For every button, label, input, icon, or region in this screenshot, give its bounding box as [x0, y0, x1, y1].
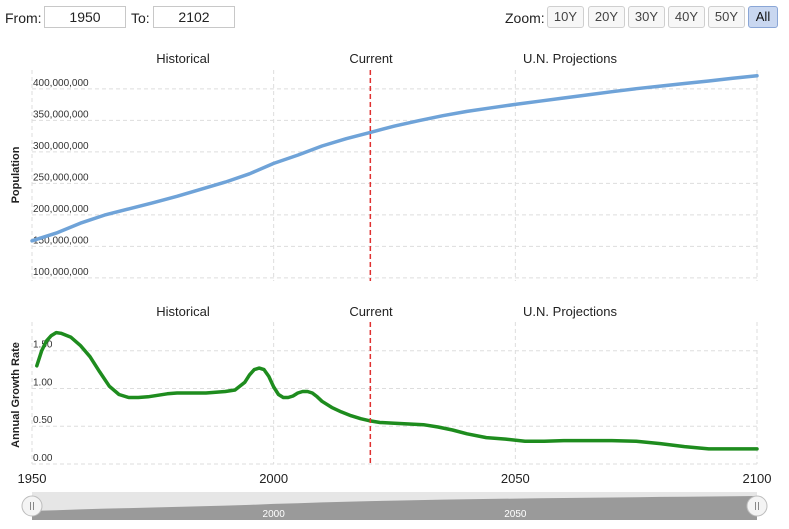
to-label: To: — [131, 10, 150, 26]
growth-period-historical-label: Historical — [156, 304, 210, 319]
pop-period-current-label: Current — [349, 51, 393, 66]
zoom-30y-button[interactable]: 30Y — [628, 6, 665, 28]
zoom-20y-button[interactable]: 20Y — [588, 6, 625, 28]
navigator-tick-label: 2000 — [263, 509, 286, 520]
zoom-40y-button[interactable]: 40Y — [668, 6, 705, 28]
growth-period-projections-label: U.N. Projections — [523, 304, 617, 319]
x-tick-label: 2100 — [743, 471, 772, 486]
growth-axis-title: Annual Growth Rate — [10, 342, 22, 448]
x-tick-label: 1950 — [18, 471, 47, 486]
zoom-10y-button[interactable]: 10Y — [547, 6, 584, 28]
pop-y-tick-label: 350,000,000 — [33, 109, 89, 120]
zoom-all-button[interactable]: All — [748, 6, 778, 28]
zoom-label: Zoom: — [505, 10, 545, 26]
range-navigator: 2000 2050 — [21, 492, 768, 520]
navigator-left-handle[interactable] — [21, 495, 43, 517]
pop-y-tick-label: 100,000,000 — [33, 267, 89, 278]
to-date-input[interactable] — [153, 6, 235, 28]
pop-y-tick-label: 400,000,000 — [33, 78, 89, 89]
pop-y-tick-label: 250,000,000 — [33, 172, 89, 183]
x-tick-label: 2050 — [501, 471, 530, 486]
pop-period-projections-label: U.N. Projections — [523, 51, 617, 66]
growth-period-current-label: Current — [349, 304, 393, 319]
x-axis: 1950 2000 2050 2100 — [18, 471, 772, 486]
pop-y-tick-label: 150,000,000 — [33, 235, 89, 246]
growth-y-tick-label: 1.00 — [33, 377, 53, 388]
navigator-series-area — [32, 496, 757, 520]
pop-y-tick-label: 200,000,000 — [33, 204, 89, 215]
navigator-tick-label: 2050 — [504, 509, 527, 520]
growth-rate-chart: Historical Current U.N. Projections Annu… — [10, 304, 759, 465]
from-label: From: — [5, 10, 42, 26]
growth-series-line — [35, 330, 759, 451]
from-date-input[interactable] — [44, 6, 126, 28]
range-selector: From: To: Zoom: 10Y 20Y 30Y 40Y 50Y All — [0, 0, 789, 36]
navigator-right-handle[interactable] — [746, 495, 768, 517]
growth-y-tick-label: 0.00 — [33, 453, 53, 464]
growth-y-tick-label: 0.50 — [33, 415, 53, 426]
pop-series-line — [30, 73, 759, 243]
zoom-50y-button[interactable]: 50Y — [708, 6, 745, 28]
population-chart: Historical Current U.N. Projections Popu… — [10, 51, 759, 281]
pop-period-historical-label: Historical — [156, 51, 210, 66]
population-axis-title: Population — [10, 146, 22, 203]
pop-y-tick-label: 300,000,000 — [33, 141, 89, 152]
x-tick-label: 2000 — [259, 471, 288, 486]
